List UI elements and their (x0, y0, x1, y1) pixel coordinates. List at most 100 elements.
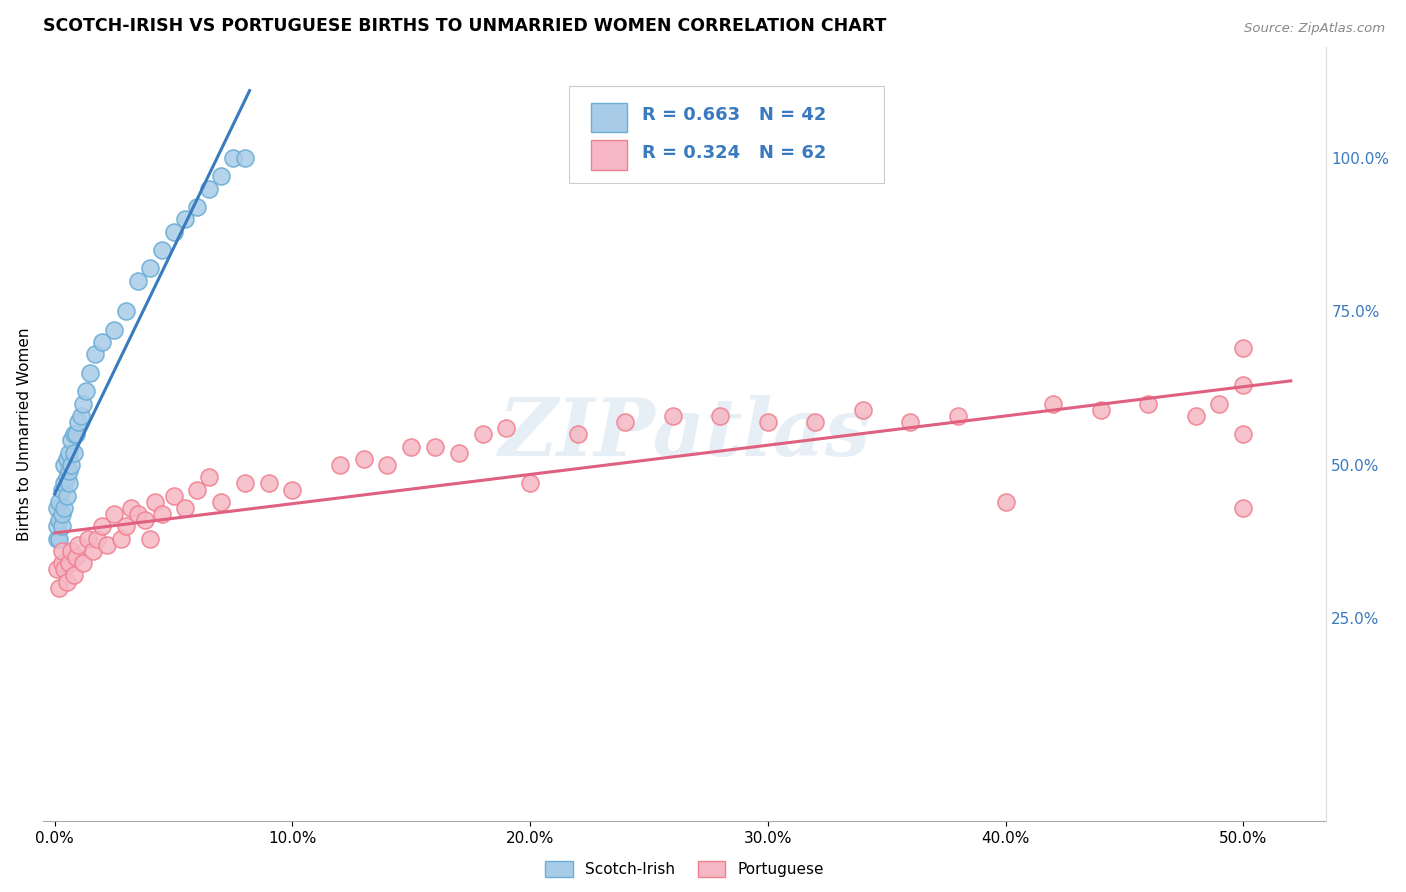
Text: R = 0.663   N = 42: R = 0.663 N = 42 (643, 106, 827, 124)
Text: ZIPatlas: ZIPatlas (499, 395, 870, 473)
Point (1232, 341, 1254, 355)
Point (53, 476, 76, 491)
Point (994, 495, 1017, 509)
Point (139, 261, 162, 276)
Point (48, 532, 70, 546)
Point (72, 556, 94, 570)
Point (186, 483, 208, 497)
Point (127, 507, 149, 521)
Point (209, 169, 232, 184)
Point (661, 409, 683, 423)
Point (55, 470, 77, 484)
Point (62, 568, 84, 582)
Point (614, 415, 637, 429)
Point (115, 304, 138, 318)
Point (150, 507, 173, 521)
Point (1184, 409, 1206, 423)
Bar (591, 103, 627, 132)
Point (77, 532, 100, 546)
Point (84, 347, 107, 361)
Point (222, 151, 245, 165)
Point (115, 519, 138, 533)
Point (51, 507, 73, 521)
Point (91, 335, 114, 350)
Point (67, 415, 90, 429)
Point (62, 445, 84, 459)
Point (162, 225, 184, 239)
Point (58, 556, 80, 570)
Point (86, 532, 108, 546)
Point (55, 574, 77, 589)
Point (51, 519, 73, 533)
Point (51, 544, 73, 558)
Point (53, 500, 76, 515)
Point (51, 556, 73, 570)
Point (567, 427, 589, 442)
Point (233, 476, 256, 491)
Point (48, 581, 70, 595)
Point (91, 519, 114, 533)
Point (55, 489, 77, 503)
Point (48, 513, 70, 527)
Point (60, 458, 83, 472)
Point (46, 519, 69, 533)
Point (48, 495, 70, 509)
Point (82, 544, 104, 558)
Point (756, 415, 779, 429)
Point (58, 464, 80, 478)
Point (519, 476, 541, 491)
Point (233, 151, 256, 165)
Point (110, 532, 132, 546)
Text: R = 0.324   N = 62: R = 0.324 N = 62 (643, 144, 827, 161)
Point (62, 427, 84, 442)
Point (257, 476, 280, 491)
Point (946, 409, 969, 423)
Point (281, 483, 304, 497)
Point (46, 562, 69, 576)
Point (103, 507, 125, 521)
Legend: Scotch-Irish, Portuguese: Scotch-Irish, Portuguese (538, 855, 830, 883)
Point (127, 274, 149, 288)
Point (65, 550, 87, 565)
Point (53, 458, 76, 472)
Point (329, 458, 352, 472)
Point (103, 323, 125, 337)
Point (79, 366, 101, 380)
Point (53, 562, 76, 576)
Point (447, 445, 470, 459)
Point (150, 243, 173, 257)
Point (709, 409, 731, 423)
Point (209, 495, 232, 509)
Point (1232, 500, 1254, 515)
Point (58, 445, 80, 459)
Point (495, 421, 517, 435)
Point (1137, 396, 1160, 410)
Point (120, 500, 142, 515)
Point (186, 200, 208, 214)
Point (1042, 396, 1064, 410)
Point (377, 458, 399, 472)
Point (162, 489, 184, 503)
Point (423, 440, 446, 454)
Point (198, 181, 221, 195)
Point (1208, 396, 1230, 410)
Point (174, 212, 197, 227)
Point (46, 532, 69, 546)
Y-axis label: Births to Unmarried Women: Births to Unmarried Women (17, 327, 32, 541)
Point (174, 500, 197, 515)
Point (60, 434, 83, 448)
Point (139, 532, 162, 546)
Point (65, 427, 87, 442)
Point (1090, 402, 1112, 417)
Point (900, 415, 922, 429)
Point (399, 440, 422, 454)
Point (75, 384, 97, 399)
Point (46, 500, 69, 515)
Point (67, 538, 90, 552)
Point (353, 451, 375, 466)
Point (804, 415, 827, 429)
Point (143, 495, 166, 509)
Text: Source: ZipAtlas.com: Source: ZipAtlas.com (1244, 22, 1385, 36)
Point (58, 476, 80, 491)
Bar (591, 140, 627, 169)
